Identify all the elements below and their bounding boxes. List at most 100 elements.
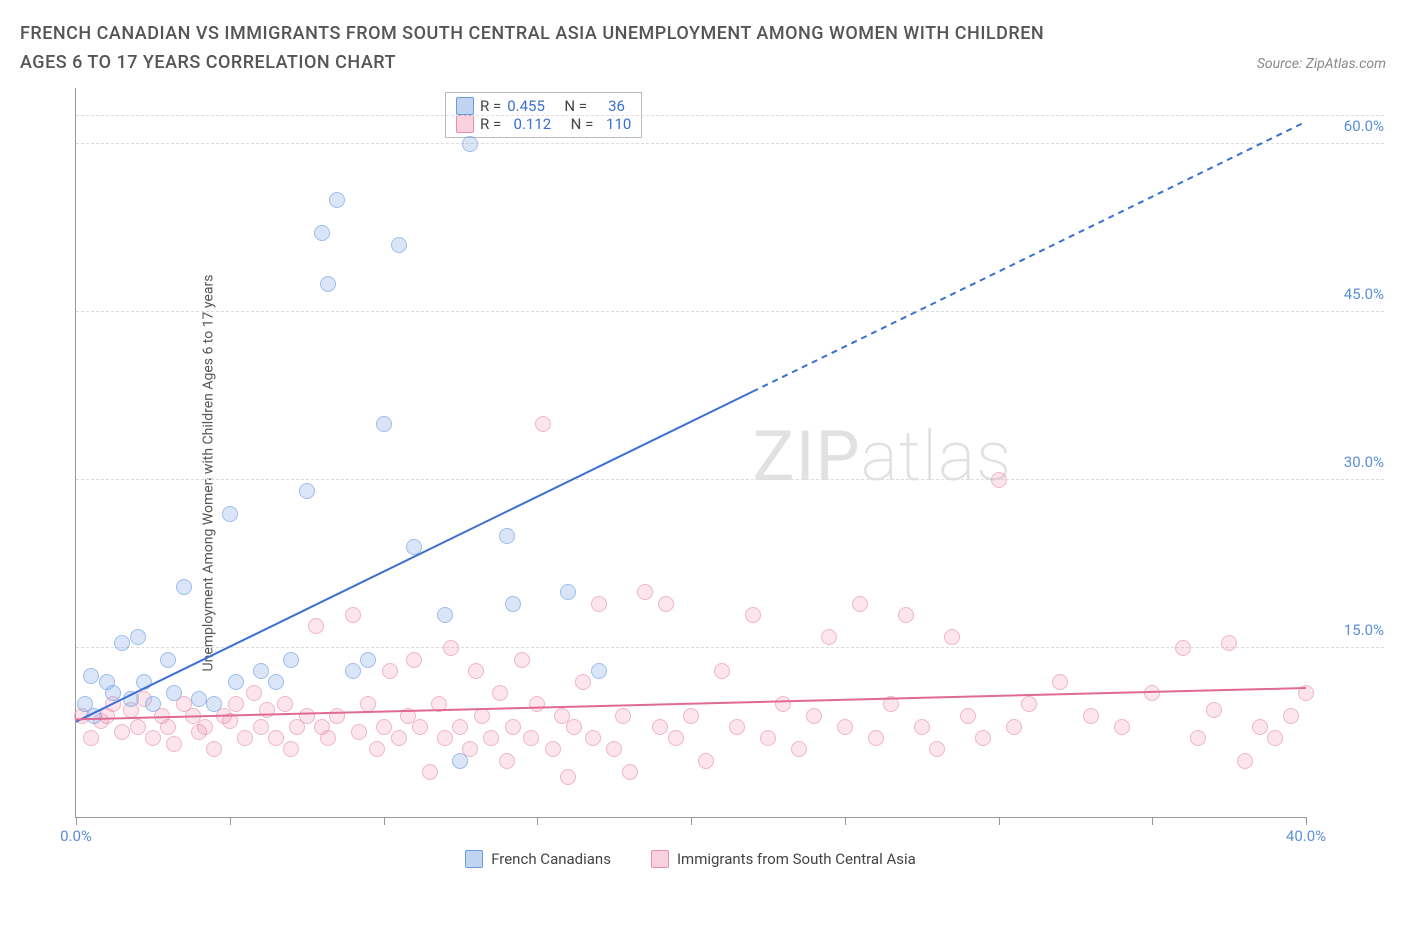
legend-row-blue: R = 0.455 N = 36 [456, 97, 631, 115]
data-point [259, 702, 275, 718]
swatch-pink [651, 850, 669, 868]
data-point [1206, 702, 1222, 718]
n-value-blue: 36 [593, 97, 625, 115]
data-point [591, 663, 607, 679]
data-point [944, 629, 960, 645]
r-label: R = [480, 115, 501, 133]
data-point [529, 696, 545, 712]
data-point [206, 696, 222, 712]
data-point [499, 528, 515, 544]
data-point [806, 708, 822, 724]
correlation-chart: FRENCH CANADIAN VS IMMIGRANTS FROM SOUTH… [20, 20, 1386, 910]
data-point [86, 708, 102, 724]
data-point [345, 663, 361, 679]
data-point [166, 736, 182, 752]
data-point [483, 730, 499, 746]
bottom-legend: French Canadians Immigrants from South C… [75, 850, 1306, 868]
data-point [523, 730, 539, 746]
data-point [299, 708, 315, 724]
data-point [852, 596, 868, 612]
data-point [560, 584, 576, 600]
data-point [369, 741, 385, 757]
data-point [505, 596, 521, 612]
x-tick [230, 817, 231, 825]
data-point [320, 730, 336, 746]
data-point [320, 276, 336, 292]
data-point [351, 724, 367, 740]
data-point [1283, 708, 1299, 724]
gridline [76, 479, 1384, 480]
data-point [1267, 730, 1283, 746]
data-point [277, 696, 293, 712]
data-point [505, 719, 521, 735]
data-point [443, 640, 459, 656]
data-point [391, 237, 407, 253]
data-point [622, 764, 638, 780]
data-point [658, 596, 674, 612]
data-point [1190, 730, 1206, 746]
data-point [114, 724, 130, 740]
data-point [492, 685, 508, 701]
legend-item-blue: French Canadians [465, 850, 611, 868]
data-point [575, 674, 591, 690]
x-tick [537, 817, 538, 825]
data-point [1144, 685, 1160, 701]
series-name-pink: Immigrants from South Central Asia [677, 850, 916, 868]
gridline [76, 143, 1384, 144]
data-point [228, 674, 244, 690]
data-point [535, 416, 551, 432]
gridline [76, 311, 1384, 312]
data-point [160, 652, 176, 668]
data-point [606, 741, 622, 757]
title-row: FRENCH CANADIAN VS IMMIGRANTS FROM SOUTH… [20, 20, 1386, 78]
data-point [868, 730, 884, 746]
data-point [437, 607, 453, 623]
data-point [1052, 674, 1068, 690]
swatch-pink [456, 115, 474, 133]
data-point [406, 539, 422, 555]
source-attribution: Source: ZipAtlas.com [1257, 56, 1386, 72]
data-point [422, 764, 438, 780]
data-point [560, 769, 576, 785]
data-point [391, 730, 407, 746]
data-point [1021, 696, 1037, 712]
data-point [308, 618, 324, 634]
y-tick-label: 60.0% [1312, 117, 1384, 135]
data-point [468, 663, 484, 679]
y-tick-label: 45.0% [1312, 285, 1384, 303]
swatch-blue [456, 97, 474, 115]
n-label: N = [564, 97, 587, 115]
data-point [615, 708, 631, 724]
r-label: R = [480, 97, 501, 115]
data-point [652, 719, 668, 735]
data-point [775, 696, 791, 712]
data-point [176, 579, 192, 595]
data-point [314, 225, 330, 241]
data-point [145, 730, 161, 746]
watermark: ZIPatlas [753, 416, 1013, 498]
data-point [683, 708, 699, 724]
data-point [1175, 640, 1191, 656]
x-tick [999, 817, 1000, 825]
data-point [514, 652, 530, 668]
data-point [1237, 753, 1253, 769]
data-point [1114, 719, 1130, 735]
data-point [345, 607, 361, 623]
data-point [299, 483, 315, 499]
x-tick [76, 817, 77, 825]
x-tick-label: 0.0% [60, 827, 92, 845]
data-point [591, 596, 607, 612]
data-point [382, 663, 398, 679]
data-point [197, 719, 213, 735]
data-point [191, 691, 207, 707]
data-point [130, 629, 146, 645]
data-point [83, 668, 99, 684]
data-point [821, 629, 837, 645]
data-point [253, 663, 269, 679]
data-point [898, 607, 914, 623]
data-point [160, 719, 176, 735]
data-point [1298, 685, 1314, 701]
data-point [206, 741, 222, 757]
chart-title: FRENCH CANADIAN VS IMMIGRANTS FROM SOUTH… [20, 20, 1080, 78]
data-point [960, 708, 976, 724]
